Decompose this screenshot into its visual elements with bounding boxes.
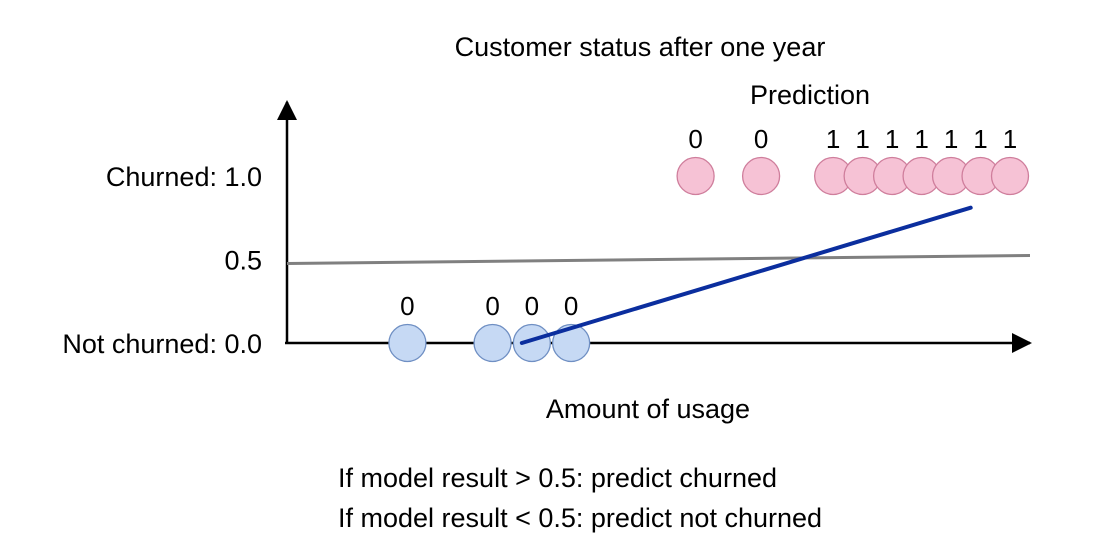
rule-not-churned: If model result < 0.5: predict not churn… — [338, 503, 823, 533]
data-point — [990, 156, 1030, 196]
prediction-label: 1 — [944, 124, 958, 154]
prediction-label: 0 — [485, 291, 499, 321]
model-line — [519, 205, 973, 345]
prediction-label: 1 — [885, 124, 899, 154]
threshold-line — [286, 254, 1031, 265]
y-tick-label: Not churned: 0.0 — [62, 329, 262, 359]
rule-churned: If model result > 0.5: predict churned — [338, 463, 777, 493]
data-point — [552, 323, 591, 363]
prediction-label: 0 — [688, 124, 702, 154]
prediction-label: 1 — [826, 124, 840, 154]
prediction-label: 0 — [754, 124, 768, 154]
data-point — [473, 323, 512, 363]
chart-title: Customer status after one year — [455, 32, 826, 62]
threshold-layer — [286, 254, 1031, 265]
prediction-label: 1 — [914, 124, 928, 154]
data-point — [512, 323, 551, 363]
y-tick-label: Churned: 1.0 — [106, 162, 262, 192]
data-point — [388, 323, 427, 363]
prediction-label: 0 — [564, 291, 578, 321]
model-line-layer — [519, 205, 973, 345]
prediction-labels: 0 0 0 00 0 1 1 1 1 1 1 1 — [400, 124, 1017, 321]
data-point — [676, 156, 715, 196]
prediction-label: 0 — [400, 291, 414, 321]
x-axis-label: Amount of usage — [546, 394, 750, 424]
prediction-label: 1 — [973, 124, 987, 154]
prediction-label: 1 — [1003, 124, 1017, 154]
y-tick-label: 0.5 — [224, 246, 262, 276]
data-point — [741, 156, 781, 196]
prediction-heading: Prediction — [750, 80, 870, 110]
data-points — [388, 156, 1030, 363]
y-tick-labels: Churned: 1.0 0.5 Not churned: 0.0 — [62, 162, 262, 359]
prediction-label: 0 — [525, 291, 539, 321]
prediction-label: 1 — [855, 124, 869, 154]
